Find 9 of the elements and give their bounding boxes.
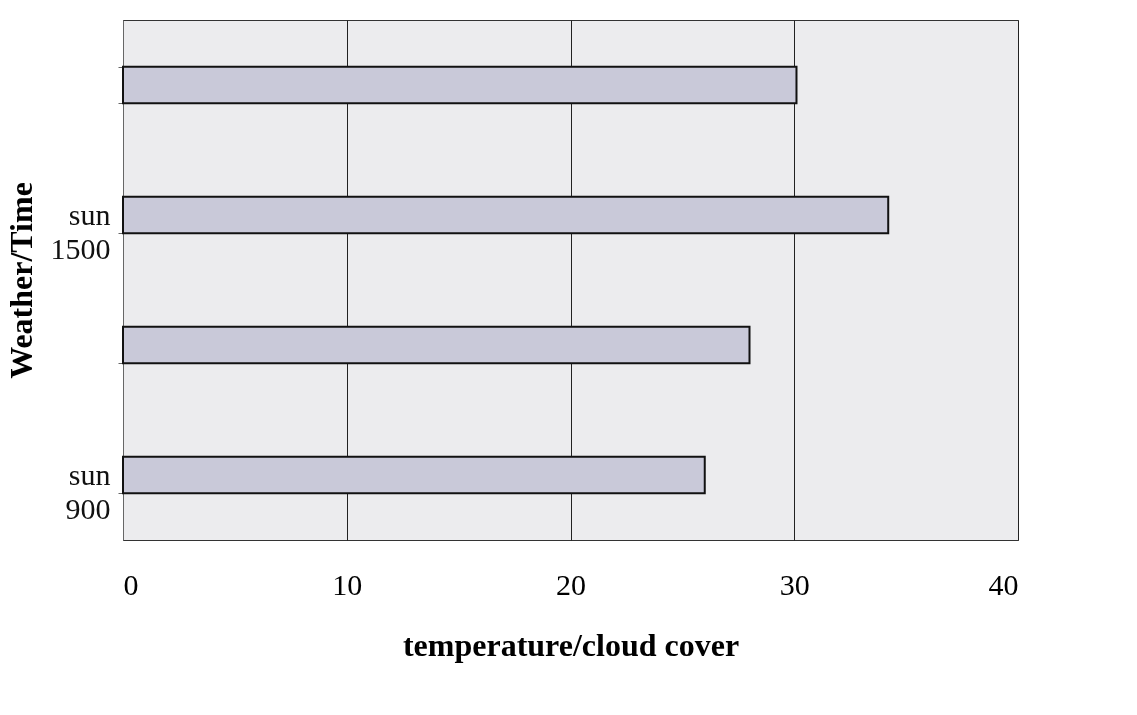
x-tick-label: 40 bbox=[988, 567, 1019, 601]
x-tick-label: 10 bbox=[332, 567, 363, 601]
x-axis-title: temperature/cloud cover bbox=[402, 626, 740, 663]
y-tick-label: sun 1500 bbox=[50, 197, 111, 265]
y-tick-label: sun 900 bbox=[65, 457, 111, 525]
x-tick-label: 30 bbox=[779, 567, 810, 601]
x-tick-label: 20 bbox=[556, 567, 586, 601]
x-tick-label: 0 bbox=[123, 567, 139, 601]
y-axis-title: Weather/Time bbox=[2, 182, 39, 379]
